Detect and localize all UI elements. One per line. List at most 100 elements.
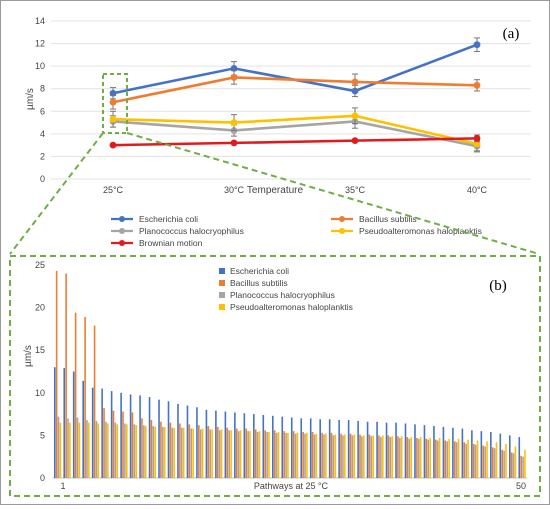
- panel-a-x-tick-label: 25°C: [103, 185, 124, 195]
- panel-b-bar: [416, 437, 418, 478]
- panel-b-bar: [380, 437, 382, 478]
- panel-a-legend-marker: [339, 216, 345, 222]
- panel-b-bar: [171, 427, 174, 478]
- panel-b-bar: [133, 424, 136, 478]
- panel-b-bar: [429, 437, 431, 478]
- panel-b-bar: [228, 430, 230, 478]
- panel-b-bar: [457, 438, 460, 478]
- panel-a-point: [109, 89, 117, 97]
- panel-b-legend-swatch: [219, 304, 225, 310]
- panel-b-bar: [139, 395, 141, 478]
- panel-b-bar: [467, 439, 469, 478]
- panel-a-y-title: µm/s: [25, 88, 36, 110]
- panel-b-bar: [247, 431, 249, 478]
- panel-b-bar: [287, 432, 289, 478]
- panel-b-bar: [370, 436, 373, 478]
- panel-a-point: [230, 74, 238, 81]
- panel-b-bar: [283, 431, 285, 478]
- panel-b-bar: [493, 448, 496, 478]
- panel-b-legend-label: Escherichia coli: [230, 266, 289, 276]
- panel-a-y-tick-label: 4: [40, 129, 45, 139]
- panel-b-bar: [419, 437, 422, 478]
- panel-b-bar: [53, 367, 56, 478]
- panel-b-bar: [306, 432, 308, 478]
- panel-a-legend-marker: [119, 216, 125, 222]
- panel-b-y-title: µm/s: [23, 345, 34, 367]
- panel-b-bar: [154, 426, 157, 478]
- panel-b-bar: [148, 397, 151, 478]
- panel-b-bar: [215, 410, 217, 478]
- panel-b-bar: [285, 432, 287, 478]
- panel-b-bar: [160, 421, 162, 478]
- panel-a-y-tick-label: 2: [40, 151, 45, 161]
- panel-b-bar: [239, 430, 242, 478]
- panel-b-bar: [135, 425, 138, 478]
- panel-b-bar: [201, 428, 204, 478]
- panel-b-bar: [196, 407, 198, 478]
- panel-b-bar: [391, 436, 394, 478]
- panel-b-x-tick-first: 1: [60, 481, 65, 491]
- panel-b-bar: [211, 429, 213, 478]
- panel-b-bar: [368, 434, 371, 478]
- panel-b-bar: [262, 414, 265, 478]
- panel-b-bar: [290, 417, 293, 478]
- panel-b-bar: [163, 426, 166, 478]
- panel-b-bar: [84, 316, 86, 478]
- panel-b-bar: [169, 422, 172, 478]
- panel-b-bar: [334, 434, 337, 478]
- panel-b-legend-label: Planococcus halocryophilus: [230, 290, 335, 300]
- panel-b-bar: [78, 422, 81, 478]
- panel-b-bar: [400, 436, 403, 478]
- panel-b-bar: [281, 416, 284, 478]
- panel-b-bar: [296, 432, 299, 478]
- panel-b-bar: [234, 412, 236, 478]
- panel-a-point: [109, 115, 117, 123]
- panel-b-bar: [110, 391, 113, 478]
- panel-b-bar: [359, 434, 361, 478]
- panel-b-bar: [65, 273, 67, 478]
- panel-b-bar: [192, 428, 194, 478]
- panel-b-bar: [442, 426, 445, 478]
- panel-b-bar: [315, 433, 318, 478]
- panel-b-bar: [105, 421, 107, 478]
- panel-b-bar: [158, 399, 160, 478]
- panel-b-bar: [474, 444, 477, 478]
- panel-b-bar: [207, 426, 210, 478]
- panel-b-y-tick-label: 15: [35, 345, 45, 355]
- panel-b-bar: [150, 420, 153, 478]
- panel-b-bar: [226, 427, 229, 478]
- panel-a-series-line: [112, 43, 478, 95]
- panel-b-bar: [347, 420, 350, 478]
- panel-a-x-tick-label: 30°C: [224, 185, 245, 195]
- panel-b-bar: [427, 439, 430, 478]
- panel-b-legend-label: Bacillus subtilis: [230, 278, 288, 288]
- panel-a-legend-label: Brownian motion: [139, 238, 203, 248]
- panel-b-bar: [353, 434, 356, 478]
- panel-b-bar: [243, 413, 246, 478]
- panel-b-bar: [143, 425, 145, 478]
- panel-a-legend-marker: [119, 240, 125, 246]
- panel-b-bar: [321, 432, 323, 478]
- panel-b-bar: [344, 434, 346, 478]
- panel-b-bar: [91, 387, 94, 478]
- panel-b-legend-swatch: [219, 268, 225, 274]
- panel-b-legend-label: Pseudoalteromonas haloplanktis: [230, 302, 353, 312]
- panel-b-bar: [399, 437, 401, 478]
- panel-a-y-tick-label: 10: [35, 61, 45, 71]
- panel-b-bar: [490, 431, 492, 478]
- panel-b-legend-swatch: [219, 292, 225, 298]
- panel-b-bar: [188, 424, 191, 478]
- panel-b-legend-swatch: [219, 280, 225, 286]
- panel-a-legend-marker: [339, 228, 345, 234]
- panel-b-bar: [501, 449, 503, 478]
- zoom-connector: [9, 73, 541, 497]
- panel-b-bar: [264, 430, 266, 478]
- panel-a-legend-marker: [119, 228, 125, 234]
- panel-a: 0 2 4 6 8 10 12 14 25°C 30°C 35°C 40°C µm/s Temper…: [25, 16, 531, 248]
- panel-b-bar: [472, 443, 475, 478]
- panel-b-bar: [177, 403, 179, 478]
- panel-b: 0 5 10 15 20 25 µm/s 1 50 Pathways at 25 °C (…: [23, 260, 527, 491]
- panel-b-bar: [397, 436, 399, 478]
- panel-b-bar: [235, 428, 238, 478]
- panel-b-bar: [372, 435, 375, 478]
